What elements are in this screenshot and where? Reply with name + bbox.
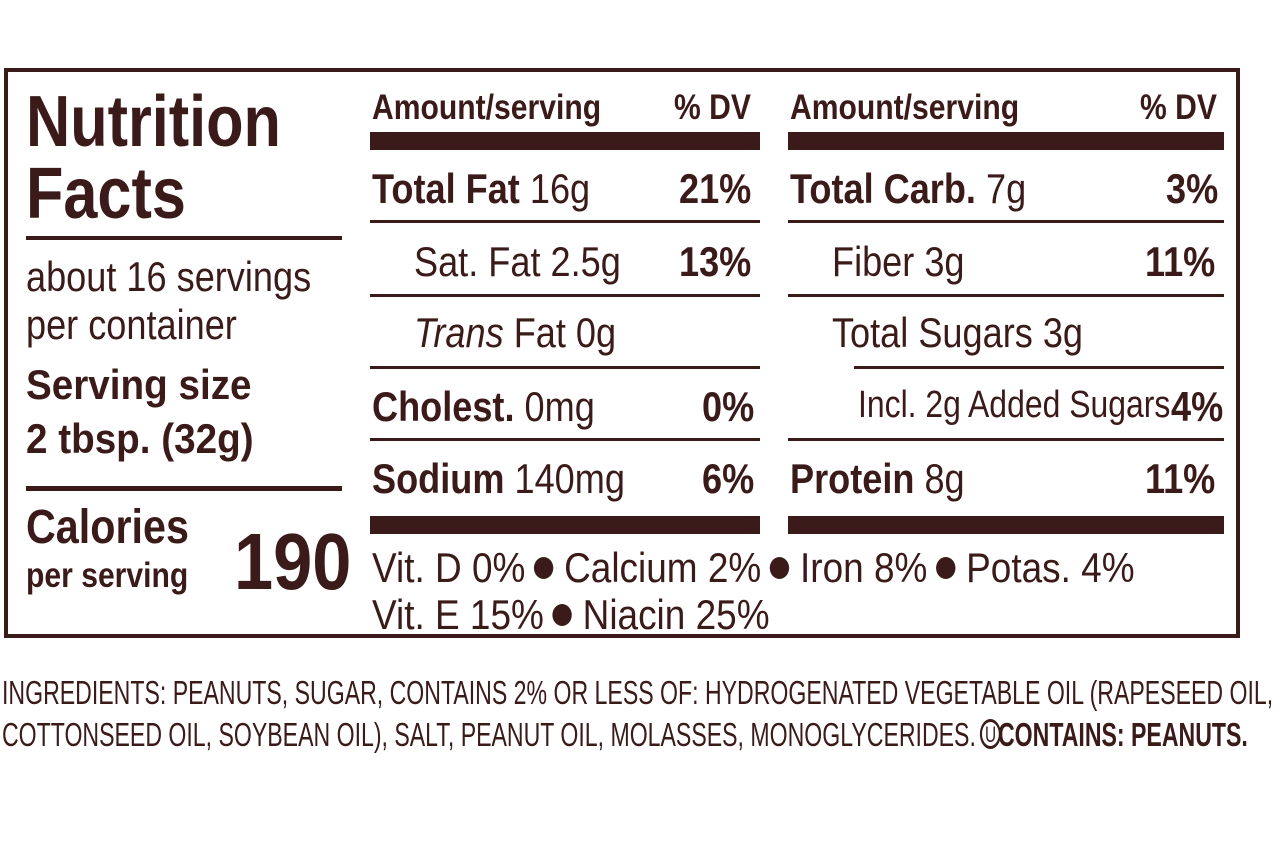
nutrient-amount: Fat 0g [513,309,617,356]
nutrient-row-sodium: Sodium 140mg [372,458,666,500]
ingredients-line1: INGREDIENTS: PEANUTS, SUGAR, CONTAINS 2%… [2,674,1274,711]
nutrient-amount: 7g [985,165,1027,212]
dv-added-sugars: 4% [1171,383,1224,430]
left-footer-bar [370,516,760,534]
calories-value: 190 [234,517,352,606]
nutrient-row-sat-fat: Sat. Fat 2.5g [414,241,654,283]
nutrient-row-cholesterol: Cholest. 0mg [372,386,631,428]
right-amount-header: Amount/serving [790,88,1020,127]
ingredients-line2: COTTONSEED OIL, SOYBEAN OIL), SALT, PEAN… [2,718,1280,752]
calories-sub: per serving [26,556,189,595]
row-divider [854,366,1224,369]
row-divider [788,220,1224,223]
potassium: Potas. 4% [966,544,1135,591]
calories-label: Calories [26,501,189,554]
ingredients-text: COTTONSEED OIL, SOYBEAN OIL), SALT, PEAN… [2,716,976,753]
nutrient-row-total-carb: Total Carb. 7g [790,168,1065,210]
calcium: Calcium 2% [564,544,762,591]
bullet-icon [770,556,790,579]
nutrient-name: Trans [414,309,504,356]
vitamins-line2: Vit. E 15% Niacin 25% [372,594,824,636]
row-divider [370,220,760,223]
dv-fiber: 11% [1145,238,1216,285]
left-header-bar [370,132,760,150]
row-divider [370,366,760,369]
serving-divider [26,486,342,491]
nutrient-row-fiber: Fiber 3g [832,241,986,283]
dv-total-carb: 3% [1166,165,1219,212]
iron: Iron 8% [800,544,928,591]
nutrient-name: Sodium [372,455,505,502]
row-divider [370,438,760,441]
nutrient-row-added-sugars: Incl. 2g Added Sugars [858,384,1171,426]
kosher-mark-icon: U [980,719,1002,750]
dv-cholesterol: 0% [702,383,755,430]
nutrient-row-total-sugars: Total Sugars 3g [832,312,1124,354]
bullet-icon [534,556,554,579]
nutrition-facts-panel: Nutrition Facts about 16 servings per co… [4,68,1240,638]
nutrient-name: Total Sugars [832,309,1033,356]
vitamins-line1: Vit. D 0% Calcium 2% Iron 8% Potas. 4% [372,547,1239,589]
row-divider [788,294,1224,297]
nutrient-name: Total Fat [372,165,520,212]
nutrient-amount: 8g [924,455,965,502]
nutrient-row-protein: Protein 8g [790,458,993,500]
left-amount-header: Amount/serving [372,88,602,127]
dv-sat-fat: 13% [679,238,752,285]
title-line1: Nutrition [26,82,281,162]
nutrient-name: Cholest. [372,383,515,430]
bullet-icon [936,556,956,579]
nutrient-name: Protein [790,455,915,502]
serving-size-label: Serving size [26,361,252,408]
nutrient-row-trans-fat: Trans Fat 0g [414,312,649,354]
servings-line1: about 16 servings [26,253,312,300]
nutrient-row-total-fat: Total Fat 16g [372,168,626,210]
nutrient-name: Sat. Fat [414,238,541,285]
title-divider [26,236,342,240]
nutrient-amount: 2.5g [550,238,621,285]
nutrient-amount: 3g [1042,309,1083,356]
left-dv-header: % DV [674,88,751,127]
nutrient-name: Total Carb. [790,165,976,212]
bullet-icon [552,603,573,626]
row-divider [370,294,760,297]
dv-sodium: 6% [702,455,755,502]
title-line2: Facts [26,154,186,234]
serving-size-value: 2 tbsp. (32g) [26,415,254,462]
right-footer-bar [788,516,1224,534]
vitamin-e: Vit. E 15% [372,591,544,638]
right-dv-header: % DV [1140,88,1217,127]
nutrient-amount: 0mg [524,383,595,430]
allergen-statement: CONTAINS: PEANUTS. [998,716,1248,753]
servings-line2: per container [26,301,237,348]
nutrient-amount: 3g [924,238,965,285]
nutrient-name: Fiber [832,238,915,285]
dv-protein: 11% [1145,455,1216,502]
right-header-bar [788,132,1224,150]
nutrient-amount: 16g [529,165,591,212]
row-divider [788,438,1224,441]
nutrient-amount: 140mg [514,455,625,502]
dv-total-fat: 21% [679,165,752,212]
niacin: Niacin 25% [582,591,770,638]
vitamin-d: Vit. D 0% [372,544,526,591]
